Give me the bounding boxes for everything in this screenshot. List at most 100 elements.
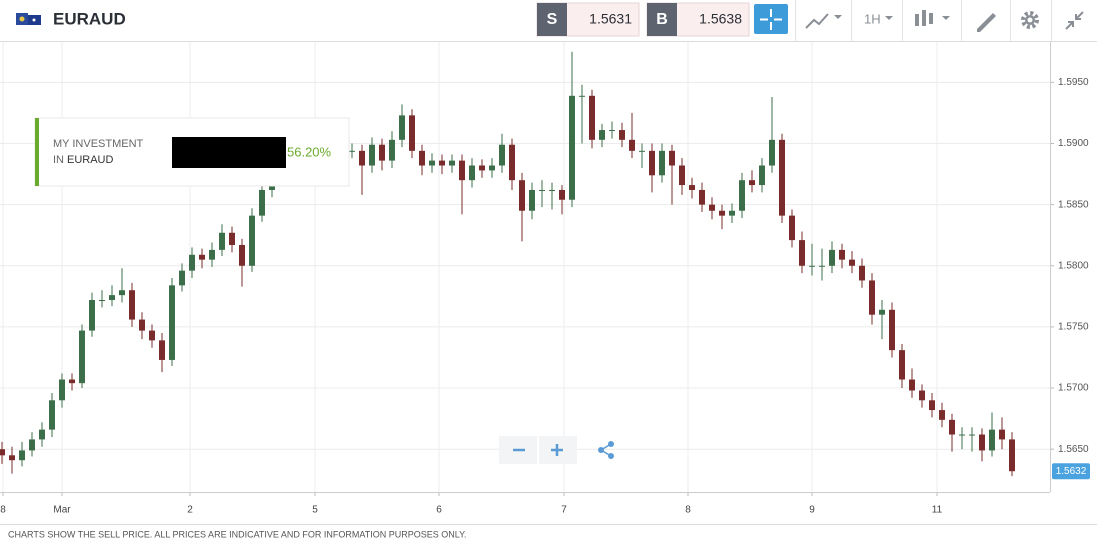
investment-panel: MY INVESTMENT IN EURAUD 56.20% [34,117,350,187]
candle-body [149,330,155,341]
candle-body [389,139,395,161]
indicators-button[interactable] [805,13,842,29]
candle-body [459,160,465,181]
sell-price: 1.5631 [589,11,632,27]
chart-type-button[interactable] [915,10,950,26]
candle-body [659,150,665,176]
candle-body [859,265,865,281]
y-tick-label: 1.5900 [1058,138,1089,149]
candle-body [639,150,645,152]
candle-body [39,429,45,440]
candle-body [239,244,245,266]
candle-body [719,210,725,216]
candle-body [489,165,495,171]
candle-body [819,265,825,267]
candle-body [249,215,255,266]
candle-body [119,290,125,296]
candle-body [959,434,965,436]
sell-button[interactable]: S 1.5631 [536,2,640,37]
candle-body [449,160,455,166]
candle-body [359,150,365,166]
investment-label: MY INVESTMENT [53,138,144,150]
candle-body [579,95,585,97]
candle-body [849,259,855,266]
y-tick-label: 1.5650 [1058,444,1089,455]
candle-body [609,130,615,132]
candle-body [889,309,895,351]
candle-body [729,210,735,216]
candle-body [429,160,435,166]
candle-body [169,285,175,360]
timeframe: 1H [864,11,881,26]
candle-body [899,350,905,380]
candle-body [219,232,225,250]
x-tick-label: 9 [809,505,815,516]
buy-button[interactable]: B 1.5638 [646,2,750,37]
candle-body [499,144,505,166]
candle-body [939,410,945,420]
sell-label: S [547,11,558,28]
candle-body [689,185,695,190]
candle-body [1009,439,1015,472]
draw-button[interactable] [977,13,996,32]
candle-body [29,439,35,451]
candle-body [199,254,205,260]
candle-body [949,419,955,435]
x-tick-label: 7 [561,505,567,516]
flag-icon [16,13,41,25]
panel-accent [35,118,39,186]
candle-body [479,165,485,171]
zoom-controls [499,436,614,464]
timeframe-button[interactable]: 1H [864,11,893,26]
candle-body [649,150,655,176]
x-tick-label: 8 [685,505,691,516]
candle-body [629,139,635,151]
candle-body [709,204,715,211]
candle-body [749,180,755,186]
candle-body [69,379,75,384]
y-tick-label: 1.5850 [1058,199,1089,210]
settings-button[interactable] [1021,11,1039,29]
candle-body [559,189,565,200]
candle-body [699,189,705,205]
candle-body [509,144,515,181]
candle-body [919,390,925,401]
candle-body [399,115,405,140]
buy-label: B [656,11,668,28]
candle-body [409,115,415,151]
price-tag [1052,463,1090,480]
candle-body [759,165,765,186]
header: EURAUD S 1.5631 B 1.5638 1H [0,0,1097,42]
candle-body [799,240,805,266]
candle-body [469,165,475,181]
candle-body [159,340,165,360]
x-tick-label: 6 [436,505,442,516]
candle-body [139,319,145,331]
x-tick-label: 5 [312,505,318,516]
candle-body [369,144,375,166]
zoom-in-button[interactable] [551,444,563,456]
disclaimer: CHARTS SHOW THE SELL PRICE. ALL PRICES A… [8,529,466,539]
candle-body [599,130,605,140]
candle-body [999,429,1005,440]
plot-area: 1.5650 1.5700 1.5750 1.5800 1.5850 1.5900 1.59… [0,42,1090,516]
crosshair-button[interactable] [754,4,788,34]
candle-body [549,189,555,191]
candle-body [89,300,95,331]
collapse-button[interactable] [1065,11,1084,30]
candle-body [179,270,185,286]
candle-body [569,95,575,200]
candle-body [789,215,795,241]
candle-body [9,455,15,461]
buy-price: 1.5638 [699,11,742,27]
investment-symbol: EURAUD [67,154,114,166]
candle-body [99,300,105,302]
candle-body [349,150,355,152]
candle-body [259,189,265,216]
share-button[interactable] [598,441,614,459]
candle-body [979,434,985,451]
candle-body [829,249,835,266]
x-tick-label: 2 [187,505,193,516]
candle-body [839,249,845,260]
